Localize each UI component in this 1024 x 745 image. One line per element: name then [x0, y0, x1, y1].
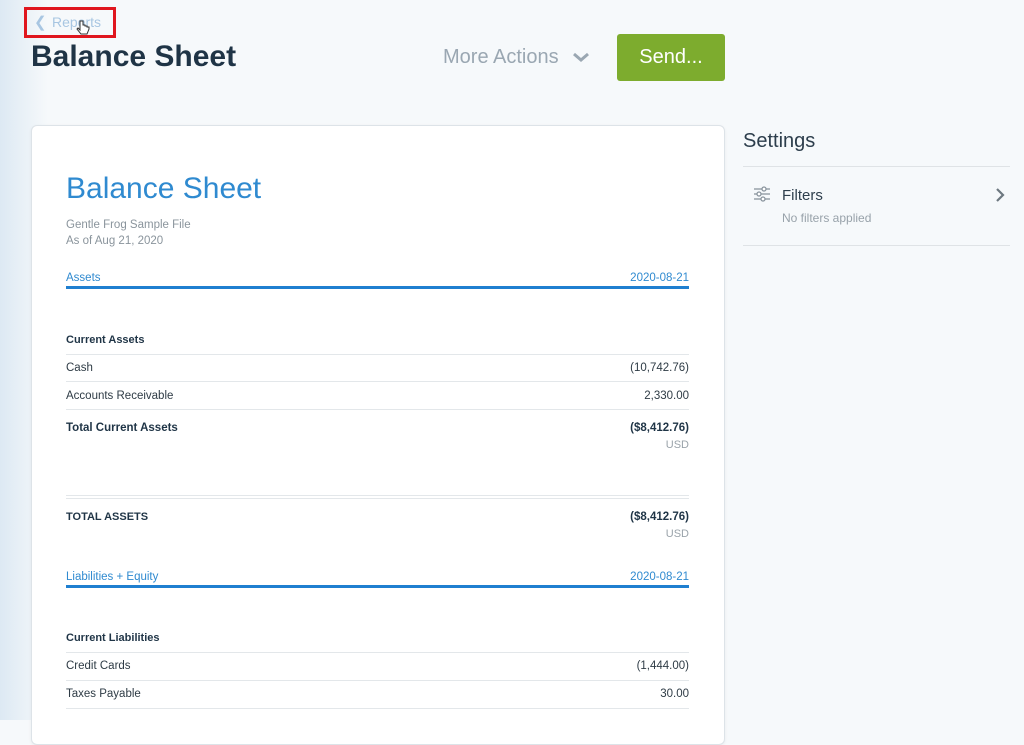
double-divider: [66, 495, 689, 496]
assets-header: Assets: [66, 272, 101, 284]
settings-divider: [743, 166, 1010, 167]
row-divider: [66, 354, 689, 355]
settings-title: Settings: [743, 130, 816, 152]
currency-label: USD: [665, 439, 689, 451]
filters-icon[interactable]: [753, 186, 771, 202]
liabilities-header: Liabilities + Equity: [66, 571, 159, 583]
cash-label: Cash: [66, 362, 93, 374]
send-button[interactable]: Send...: [617, 34, 725, 81]
more-actions-button[interactable]: More Actions: [443, 46, 559, 68]
row-divider: [66, 381, 689, 382]
taxes-payable-value[interactable]: 30.00: [660, 688, 689, 700]
report-card: [31, 125, 725, 745]
current-liabilities-heading: Current Liabilities: [66, 632, 160, 644]
credit-cards-value[interactable]: (1,444.00): [636, 660, 689, 672]
row-divider: [66, 680, 689, 681]
row-divider: [66, 409, 689, 410]
page-title: Balance Sheet: [31, 40, 237, 73]
ar-label: Accounts Receivable: [66, 390, 174, 402]
row-divider: [66, 708, 689, 709]
assets-divider: [66, 286, 689, 289]
total-assets-label: TOTAL ASSETS: [66, 511, 149, 523]
company-name: Gentle Frog Sample File: [66, 219, 191, 231]
total-current-assets-label: Total Current Assets: [66, 422, 178, 434]
double-divider: [66, 498, 689, 499]
settings-divider: [743, 245, 1010, 246]
taxes-payable-label: Taxes Payable: [66, 688, 141, 700]
total-current-assets-value: ($8,412.76): [630, 422, 689, 434]
currency-label: USD: [665, 528, 689, 540]
cash-value[interactable]: (10,742.76): [630, 362, 689, 374]
report-date: As of Aug 21, 2020: [66, 235, 164, 247]
report-title: Balance Sheet: [66, 172, 262, 205]
chevron-right-icon[interactable]: [995, 188, 1005, 202]
chevron-down-icon[interactable]: [571, 47, 591, 67]
filters-status: No filters applied: [782, 211, 872, 225]
back-link-highlight[interactable]: [24, 7, 116, 38]
chevron-left-icon[interactable]: ❮: [34, 14, 47, 31]
liabilities-divider: [66, 585, 689, 588]
total-assets-value: ($8,412.76): [630, 511, 689, 523]
filters-button[interactable]: Filters: [782, 187, 823, 204]
back-to-reports-link[interactable]: Reports: [52, 14, 102, 30]
hand-cursor-icon: [76, 20, 90, 35]
liabilities-date: 2020-08-21: [630, 571, 689, 583]
credit-cards-label: Credit Cards: [66, 660, 131, 672]
current-assets-heading: Current Assets: [66, 334, 145, 346]
assets-date: 2020-08-21: [630, 272, 689, 284]
ar-value[interactable]: 2,330.00: [644, 390, 689, 402]
row-divider: [66, 652, 689, 653]
